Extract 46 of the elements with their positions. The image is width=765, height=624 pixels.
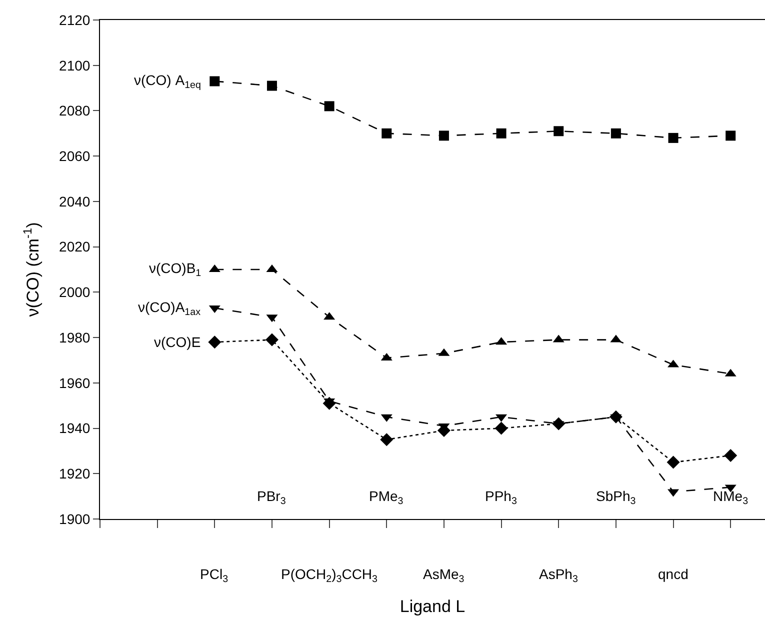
x-tick-label: PPh$_{3}$ — [485, 488, 518, 507]
point — [552, 417, 566, 430]
y-tick-label: 2100 — [59, 57, 90, 74]
x-tick-label: PMe$_{3}$ — [369, 488, 404, 507]
y-tick-label: 2000 — [59, 284, 90, 300]
y-tick-label: 1980 — [59, 329, 90, 346]
y-tick-label: 2120 — [59, 12, 90, 28]
x-tick-label: P(OCH$_{2}$)$_{3}$CCH$_{3}$ — [281, 566, 378, 585]
point — [324, 101, 334, 112]
y-tick-label: 2040 — [59, 193, 90, 210]
point — [666, 456, 680, 469]
x-tick-label: PBr$_{3}$ — [257, 488, 286, 507]
series-label: ν(CO)A$_{1ax}$ — [138, 299, 201, 318]
x-axis-title: Ligand L — [400, 597, 466, 616]
y-tick-label: 1960 — [59, 374, 90, 391]
point — [610, 128, 621, 138]
point — [380, 433, 394, 446]
y-tick-label: 2020 — [59, 238, 90, 255]
x-tick-label: AsPh$_{3}$ — [539, 566, 578, 585]
point — [724, 448, 738, 462]
series-label: ν(CO) A$_{1eq}$ — [134, 72, 201, 91]
x-tick-label: qncd — [658, 566, 688, 582]
point — [726, 130, 736, 141]
y-tick-label: 1940 — [59, 420, 90, 436]
series-label: ν(CO)B$_{1}$ — [149, 260, 202, 279]
x-tick-label: SbPh$_{3}$ — [596, 488, 636, 507]
point — [609, 410, 622, 424]
point — [494, 422, 508, 435]
point — [210, 76, 220, 86]
point — [208, 336, 222, 349]
series-label: ν(CO)E — [154, 334, 201, 350]
point — [322, 396, 336, 410]
y-tick-label: 2080 — [59, 102, 90, 119]
y-tick-label: 2060 — [59, 148, 90, 164]
x-tick-label: AsMe$_{3}$ — [423, 566, 465, 585]
point — [266, 80, 277, 91]
x-tick-label: NMe$_{3}$ — [713, 488, 749, 507]
point — [554, 126, 564, 136]
y-tick-label: 1920 — [59, 466, 90, 482]
point — [265, 333, 278, 346]
point — [496, 128, 506, 138]
point — [382, 128, 392, 138]
point — [668, 132, 678, 143]
y-tick-label: 1900 — [59, 510, 90, 527]
point — [438, 130, 449, 141]
x-tick-label: PCl$_{3}$ — [200, 566, 229, 585]
